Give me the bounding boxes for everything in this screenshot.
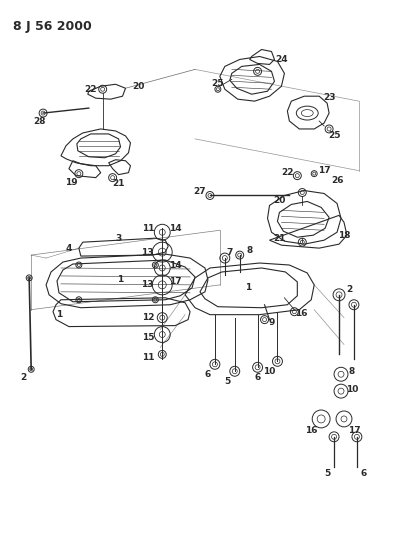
Text: 22: 22	[281, 168, 294, 177]
Text: 13: 13	[141, 248, 154, 256]
Text: 6: 6	[361, 469, 367, 478]
Text: 6: 6	[254, 373, 261, 382]
Text: 24: 24	[275, 55, 288, 64]
Text: 16: 16	[295, 309, 308, 318]
Text: 1: 1	[244, 284, 251, 293]
Text: 17: 17	[169, 277, 182, 286]
Text: 7: 7	[227, 248, 233, 256]
Text: 25: 25	[212, 79, 224, 88]
Text: 27: 27	[194, 187, 206, 196]
Text: 8 J 56 2000: 8 J 56 2000	[13, 20, 92, 33]
Text: 28: 28	[33, 117, 45, 125]
Text: 17: 17	[348, 426, 360, 435]
Text: 9: 9	[268, 318, 275, 327]
Text: 25: 25	[328, 132, 340, 140]
Text: 6: 6	[205, 370, 211, 379]
Text: 10: 10	[263, 367, 276, 376]
Text: 26: 26	[331, 176, 343, 185]
Text: 17: 17	[318, 166, 330, 175]
Text: 19: 19	[64, 178, 77, 187]
Text: 13: 13	[141, 280, 154, 289]
Text: 5: 5	[324, 469, 330, 478]
Text: 1: 1	[56, 310, 62, 319]
Text: 23: 23	[323, 93, 335, 102]
Text: 18: 18	[338, 231, 350, 240]
Text: 20: 20	[273, 196, 286, 205]
Text: 4: 4	[66, 244, 72, 253]
Text: 12: 12	[142, 313, 155, 322]
Text: 11: 11	[142, 224, 155, 233]
Text: 20: 20	[132, 82, 145, 91]
Text: 10: 10	[346, 385, 358, 394]
Text: 11: 11	[142, 353, 155, 362]
Text: 21: 21	[112, 179, 125, 188]
Text: 22: 22	[84, 85, 97, 94]
Text: 2: 2	[346, 285, 352, 294]
Text: 3: 3	[116, 233, 122, 243]
Text: 8: 8	[246, 246, 253, 255]
Text: 21: 21	[273, 233, 286, 243]
Text: 14: 14	[169, 224, 182, 233]
Text: 2: 2	[20, 373, 26, 382]
Text: 14: 14	[169, 261, 182, 270]
Text: 16: 16	[305, 426, 318, 435]
Text: 5: 5	[225, 377, 231, 386]
Text: 8: 8	[349, 367, 355, 376]
Text: 1: 1	[118, 276, 124, 285]
Text: 15: 15	[142, 333, 155, 342]
